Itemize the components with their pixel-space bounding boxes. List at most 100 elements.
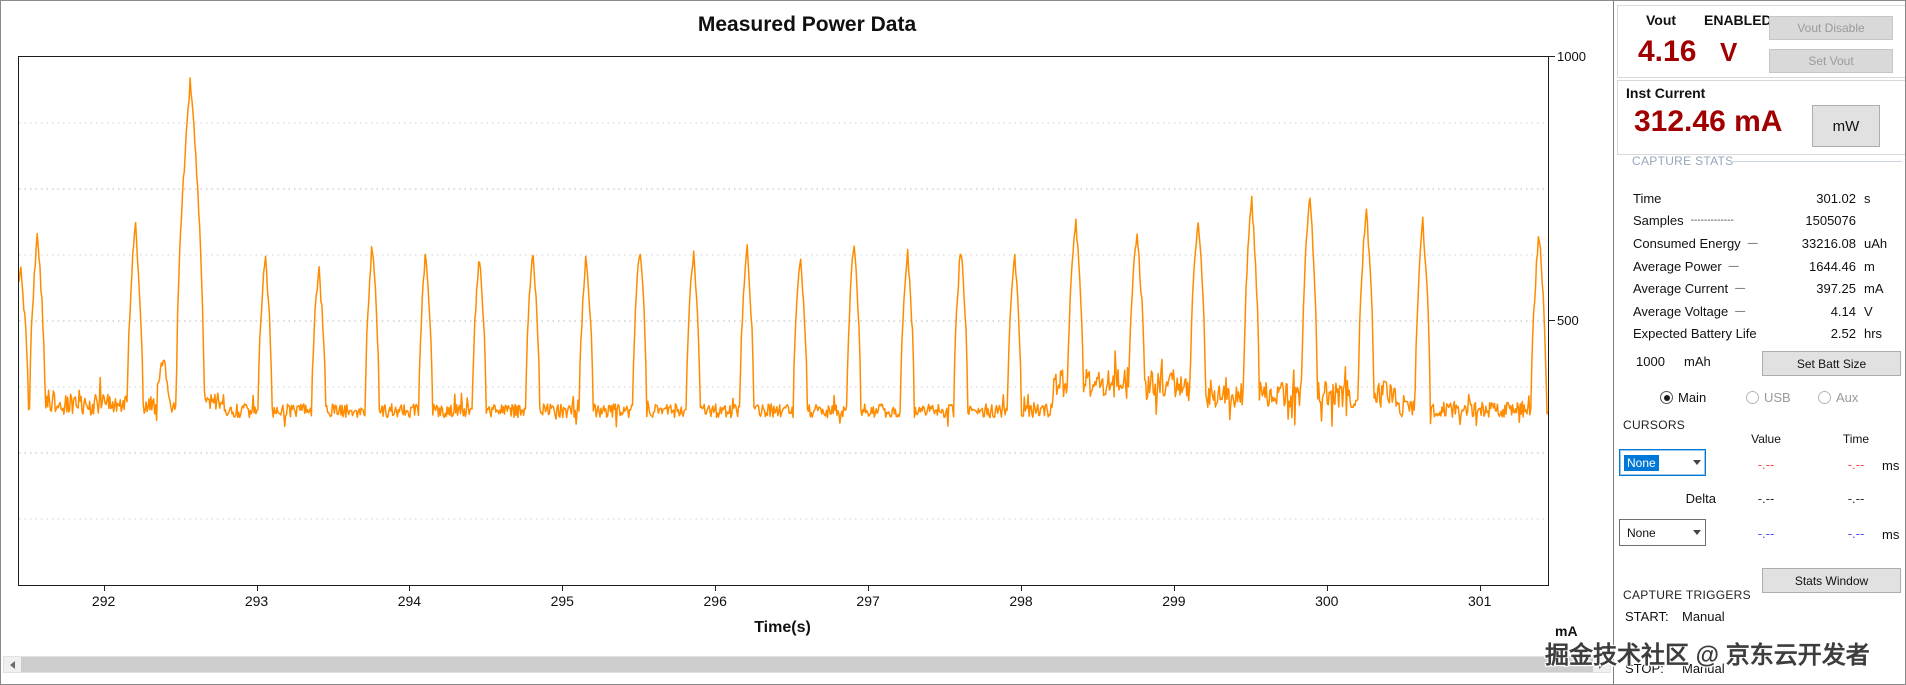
y-tick-label: 1000 (1557, 49, 1586, 64)
x-tick-mark (1173, 585, 1175, 591)
capture-stat-row: Average Power — 1644.46 m (1628, 255, 1900, 278)
x-tick-label: 301 (1468, 593, 1492, 609)
scroll-left-icon (10, 660, 15, 669)
cursors-heading: CURSORS (1623, 418, 1686, 432)
stat-leader: — (1747, 237, 1758, 249)
vout-unit: V (1720, 37, 1738, 67)
dropdown-arrow-button[interactable] (1688, 460, 1705, 465)
stats-window-button[interactable]: Stats Window (1762, 568, 1901, 593)
y-tick-mark (1548, 320, 1555, 321)
horizontal-scrollbar[interactable] (3, 656, 1611, 673)
x-tick-mark (715, 585, 717, 591)
y-axis-unit-label: mA (1555, 623, 1578, 639)
inst-current-value: 312.46 mA (1634, 105, 1783, 138)
cursor2-time: -.-- (1847, 526, 1865, 541)
stat-unit: V (1864, 303, 1873, 319)
radio-unselected-icon (1746, 391, 1759, 404)
set-vout-button: Set Vout (1769, 49, 1893, 73)
capture-stat-row: Consumed Energy — 33216.08 uAh (1628, 232, 1900, 255)
capture-stat-row: Average Current — 397.25 mA (1628, 277, 1900, 300)
cursors-time-column-header: Time (1842, 432, 1870, 446)
radio-selected-icon (1660, 391, 1673, 404)
stat-leader: — (1735, 305, 1746, 317)
x-tick-label: 296 (703, 593, 727, 609)
watermark: 掘金技术社区 @ 京东云开发者 (1545, 642, 1870, 669)
channel-usb-label: USB (1764, 390, 1791, 405)
x-tick-label: 295 (550, 593, 574, 609)
stat-value: 397.25 (1816, 281, 1856, 297)
x-tick-label: 300 (1315, 593, 1339, 609)
mw-toggle-button[interactable]: mW (1812, 105, 1880, 147)
stat-label: Consumed Energy (1633, 235, 1741, 251)
stat-unit: m (1864, 258, 1875, 274)
set-batt-size-button[interactable]: Set Batt Size (1762, 351, 1901, 376)
channel-radio-aux: Aux (1818, 390, 1858, 405)
stat-unit: mA (1864, 281, 1884, 297)
delta-time: -.-- (1847, 491, 1865, 506)
capture-stats-table: Time 301.02 s Samples ------------- 1505076 Co… (1628, 187, 1900, 345)
stat-value: 4.14 (1830, 303, 1856, 319)
chevron-down-icon (1692, 530, 1701, 535)
cursor2-select[interactable]: None (1619, 519, 1706, 546)
scrollbar-thumb[interactable] (21, 657, 1593, 672)
channel-radio-usb: USB (1746, 390, 1791, 405)
channel-main-label: Main (1678, 390, 1707, 405)
vout-groupbox (1617, 5, 1905, 78)
scroll-left-button[interactable] (4, 657, 21, 672)
cursors-value-column-header: Value (1751, 432, 1781, 446)
cursor1-select[interactable]: None (1619, 449, 1706, 476)
dropdown-arrow-button[interactable] (1688, 530, 1705, 535)
delta-label: Delta (1685, 491, 1716, 506)
stat-value: 1505076 (1805, 213, 1856, 229)
capture-stats-divider (1730, 161, 1902, 162)
plot-area[interactable] (18, 56, 1549, 586)
capture-triggers-heading: CAPTURE TRIGGERS (1623, 588, 1751, 602)
x-tick-mark (256, 585, 258, 591)
chevron-down-icon (1692, 460, 1701, 465)
cursor1-time: -.-- (1847, 457, 1865, 472)
x-tick-label: 297 (856, 593, 880, 609)
stat-label: Samples (1633, 213, 1684, 229)
inst-current-groupbox (1617, 80, 1905, 155)
stat-leader: — (1728, 260, 1739, 272)
delta-value: -.-- (1757, 491, 1775, 506)
x-tick-mark (103, 585, 105, 591)
stop-trigger-label: STOP: (1625, 661, 1664, 676)
start-trigger-value: Manual (1682, 609, 1725, 624)
stat-label: Expected Battery Life (1633, 326, 1757, 342)
x-tick-mark (1326, 585, 1328, 591)
stat-unit: s (1864, 190, 1871, 206)
vout-disable-button: Vout Disable (1769, 16, 1893, 40)
cursor2-time-unit: ms (1882, 527, 1900, 542)
stat-value: 301.02 (1816, 190, 1856, 206)
stat-value: 33216.08 (1801, 235, 1856, 251)
scroll-right-button[interactable] (1593, 657, 1610, 672)
channel-radio-main[interactable]: Main (1660, 390, 1706, 405)
control-panel: Vout ENABLED 4.16 V Vout Disable Set Vou… (1613, 1, 1905, 684)
x-tick-mark (868, 585, 870, 591)
stat-unit: hrs (1864, 326, 1883, 342)
x-axis-label: Time(s) (754, 619, 811, 636)
vout-value: 4.16 (1638, 35, 1697, 68)
cursor1-selected-option: None (1624, 454, 1659, 471)
y-tick-label: 500 (1557, 313, 1579, 328)
power-waveform (19, 77, 1548, 520)
capture-stat-row: Time 301.02 s (1628, 187, 1900, 210)
radio-unselected-icon (1818, 391, 1831, 404)
x-tick-label: 293 (244, 593, 269, 609)
stop-trigger-value: Manual (1682, 661, 1725, 676)
x-tick-label: 299 (1162, 593, 1186, 609)
battery-capacity-unit: mAh (1684, 354, 1711, 369)
x-tick-mark (1021, 585, 1022, 591)
capture-stat-row: Expected Battery Life 2.52 hrs (1628, 323, 1900, 346)
cursor2-value: -.-- (1757, 526, 1775, 541)
stat-label: Time (1633, 190, 1662, 206)
stat-label: Average Voltage (1633, 303, 1729, 319)
channel-aux-label: Aux (1836, 390, 1859, 405)
stat-unit: uAh (1864, 235, 1888, 251)
cursor1-time-unit: ms (1882, 458, 1900, 473)
capture-stat-row: Average Voltage — 4.14 V (1628, 300, 1900, 323)
x-tick-mark (562, 585, 564, 591)
battery-capacity-value: 1000 (1636, 354, 1665, 369)
